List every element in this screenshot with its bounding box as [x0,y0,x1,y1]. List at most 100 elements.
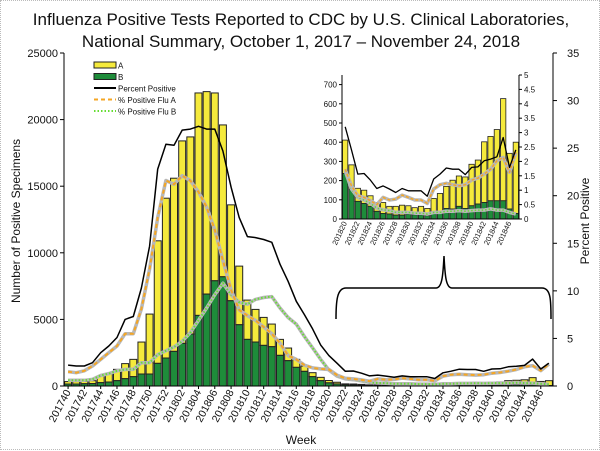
bar-b-201749 [138,374,145,386]
inset-bar-a-201836 [444,186,449,208]
inset-bar-b-201830 [406,214,411,219]
bar-a-201812 [260,317,267,345]
bar-b-201808 [228,301,235,386]
inset-y2-tick-label-1.5: 1.5 [524,172,536,181]
inset-bar-b-201838 [456,206,461,219]
bar-b-201809 [236,325,243,386]
y2-axis-label: Percent Positive [578,177,592,264]
inset-bar-a-201845 [501,99,506,201]
y-tick-label-20000: 20000 [27,115,58,127]
legend-swatch-A [94,62,116,68]
inset-y2-tick-label-3.5: 3.5 [524,114,536,123]
inset-y-tick-label-500: 500 [324,119,338,128]
bar-b-201819 [317,381,324,386]
x-axis-label: Week [286,433,317,447]
bar-b-201811 [252,342,259,386]
inset-y-tick-label-600: 600 [324,100,338,109]
legend-label: A [118,62,124,71]
y2-tick-label-15: 15 [567,238,579,250]
inset-y2-tick-label-2: 2 [524,157,529,166]
inset-bracket [336,256,551,319]
y2-tick-label-35: 35 [567,48,579,60]
inset-y-tick-label-700: 700 [324,81,338,90]
inset-y2-tick-label-4: 4 [524,100,529,109]
bar-b-201817 [301,371,308,386]
bar-a-201750 [146,314,153,374]
bar-a-201803 [187,137,194,334]
inset-bar-b-201827 [387,214,392,219]
bar-b-201816 [293,367,300,386]
inset-y2-tick-label-1: 1 [524,186,529,195]
inset-y2-tick-label-4.5: 4.5 [524,85,536,94]
legend-label: Percent Positive [118,85,176,94]
inset-bar-a-201838 [456,176,461,206]
bar-b-201748 [130,377,137,386]
bar-b-201813 [268,347,275,386]
inset-y-tick-label-100: 100 [324,196,338,205]
y2-tick-label-25: 25 [567,143,579,155]
inset-y-tick-label-0: 0 [333,215,338,224]
y2-tick-label-30: 30 [567,96,579,108]
y2-tick-label-10: 10 [567,286,579,298]
bar-a-201811 [252,309,259,342]
bar-b-201818 [309,377,316,386]
inset-y2-tick-label-5: 5 [524,71,529,80]
inset-bar-b-201823 [361,203,366,219]
y-axis-label: Number of Positive Specimens [9,139,23,303]
bar-a-201809 [236,266,243,325]
bar-b-201810 [244,339,251,386]
y2-tick-label-5: 5 [567,333,573,345]
inset-bar-b-201822 [355,201,360,219]
inset-bar-b-201825 [374,211,379,219]
inset-y2-tick-label-0.5: 0.5 [524,201,536,210]
bar-b-201746 [114,381,121,386]
bar-b-201802 [179,343,186,386]
inset-y2-tick-label-2.5: 2.5 [524,143,536,152]
inset-bar-a-201835 [437,193,442,212]
inset-bar-b-201829 [399,215,404,219]
inset-bar-a-201820 [343,140,348,173]
inset-bar-b-201826 [380,213,385,219]
bar-a-201802 [179,141,186,343]
bar-b-201814 [277,355,284,386]
bar-b-201801 [171,351,178,386]
inset-y-tick-label-300: 300 [324,157,338,166]
y2-tick-label-0: 0 [567,381,573,393]
y-tick-label-0: 0 [52,381,58,393]
bar-b-201812 [260,345,267,386]
legend-label: % Positive Flu A [118,96,176,105]
bar-a-201818 [309,373,316,377]
bar-a-201801 [171,178,178,351]
bar-a-201805 [203,92,210,294]
inset-y2-tick-label-3: 3 [524,129,529,138]
bar-b-201803 [187,334,194,386]
inset-bar-b-201828 [393,215,398,219]
bar-a-201752 [162,198,169,358]
y-tick-label-25000: 25000 [27,48,58,60]
inset-bar-b-201831 [412,215,417,219]
bar-b-201807 [219,277,226,386]
legend-swatch-B [94,74,116,80]
legend-label: % Positive Flu B [118,108,176,117]
inset-y-tick-label-400: 400 [324,138,338,147]
bar-b-201815 [285,361,292,386]
bar-b-201751 [154,363,161,386]
inset-y-tick-label-200: 200 [324,177,338,186]
y-tick-label-5000: 5000 [34,314,58,326]
bar-a-201751 [154,241,161,364]
bar-a-201806 [211,93,218,281]
inset-bar-b-201824 [368,206,373,219]
bar-b-201747 [122,379,129,386]
inset-bar-b-201832 [418,215,423,219]
y2-tick-label-20: 20 [567,191,579,203]
y-tick-label-10000: 10000 [27,248,58,260]
bar-a-201810 [244,300,251,339]
bar-b-201745 [105,382,112,386]
inset-y2-tick-label-0: 0 [524,215,529,224]
y-tick-label-15000: 15000 [27,181,58,193]
bar-b-201750 [146,374,153,386]
bar-b-201752 [162,358,169,386]
legend-label: B [118,73,123,82]
